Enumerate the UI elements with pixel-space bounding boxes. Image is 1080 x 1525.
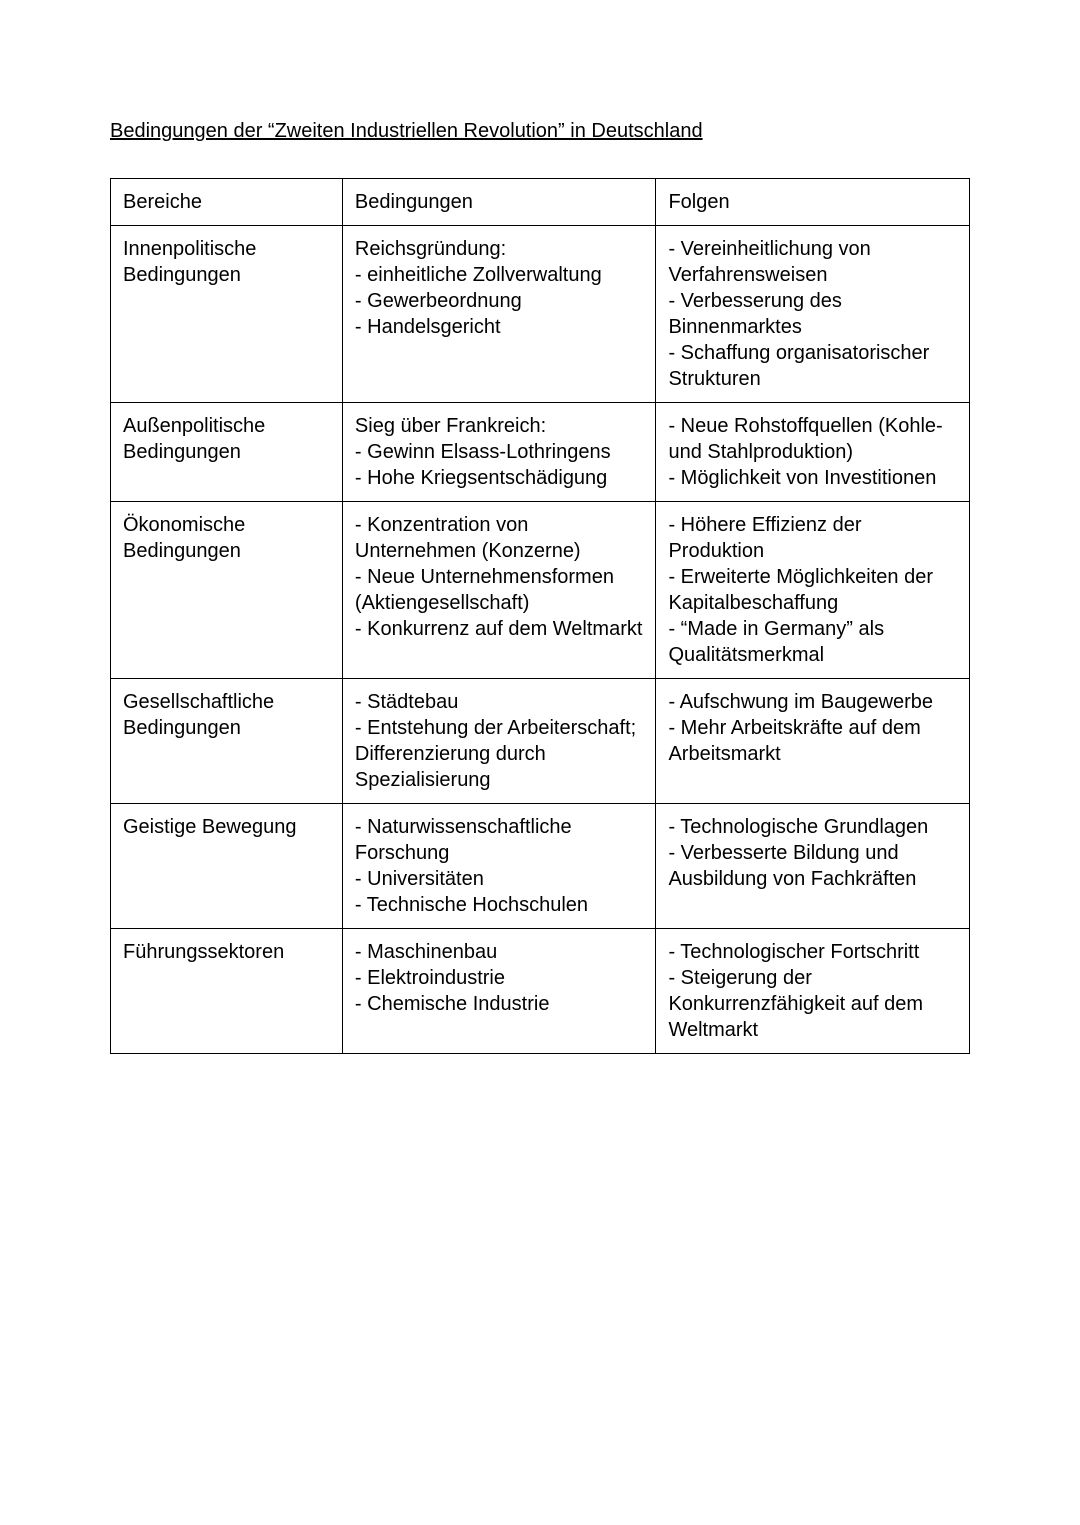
cell-folgen: - Technologische Grundlagen- Verbesserte… [656, 804, 970, 929]
header-folgen: Folgen [656, 179, 970, 226]
cell-bereiche: Innenpolitische Bedingungen [111, 226, 343, 403]
table-row: Geistige Bewegung - Naturwissenschaftlic… [111, 804, 970, 929]
header-bedingungen: Bedingungen [342, 179, 656, 226]
table-row: Führungssektoren - Maschinenbau- Elektro… [111, 929, 970, 1054]
document-title: Bedingungen der “Zweiten Industriellen R… [110, 120, 970, 143]
header-bereiche: Bereiche [111, 179, 343, 226]
cell-folgen: - Vereinheitlichung von Verfahrensweisen… [656, 226, 970, 403]
cell-bereiche: Ökonomische Bedingungen [111, 502, 343, 679]
cell-folgen: - Aufschwung im Baugewerbe- Mehr Arbeits… [656, 679, 970, 804]
content-table: Bereiche Bedingungen Folgen Innenpolitis… [110, 178, 970, 1054]
cell-bedingungen: - Maschinenbau- Elektroindustrie- Chemis… [342, 929, 656, 1054]
table-row: Innenpolitische Bedingungen Reichsgründu… [111, 226, 970, 403]
cell-bedingungen: Reichsgründung:- einheitliche Zollverwal… [342, 226, 656, 403]
cell-bereiche: Gesellschaftliche Bedingungen [111, 679, 343, 804]
cell-folgen: - Höhere Effizienz der Produktion- Erwei… [656, 502, 970, 679]
cell-bereiche: Außenpolitische Bedingungen [111, 403, 343, 502]
table-row: Gesellschaftliche Bedingungen - Städteba… [111, 679, 970, 804]
table-row: Außenpolitische Bedingungen Sieg über Fr… [111, 403, 970, 502]
table-row: Ökonomische Bedingungen - Konzentration … [111, 502, 970, 679]
cell-folgen: - Technologischer Fortschritt- Steigerun… [656, 929, 970, 1054]
cell-bedingungen: - Naturwissenschaftliche Forschung- Univ… [342, 804, 656, 929]
cell-bereiche: Führungssektoren [111, 929, 343, 1054]
cell-bedingungen: - Konzentration von Unternehmen (Konzern… [342, 502, 656, 679]
cell-folgen: - Neue Rohstoffquellen (Kohle- und Stahl… [656, 403, 970, 502]
cell-bedingungen: Sieg über Frankreich:- Gewinn Elsass-Lot… [342, 403, 656, 502]
table-header-row: Bereiche Bedingungen Folgen [111, 179, 970, 226]
cell-bedingungen: - Städtebau- Entstehung der Arbeiterscha… [342, 679, 656, 804]
cell-bereiche: Geistige Bewegung [111, 804, 343, 929]
